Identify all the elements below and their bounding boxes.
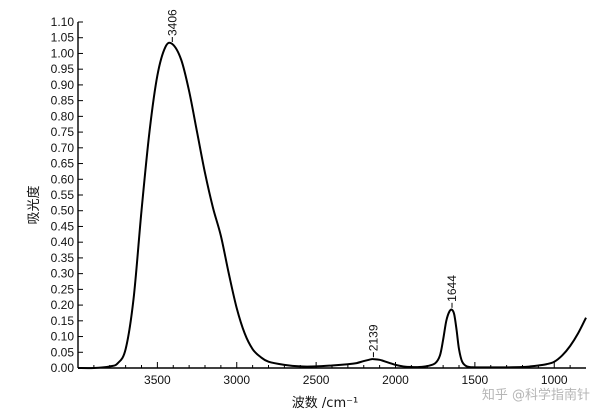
y-tick-label: 1.00 (51, 46, 75, 60)
y-tick-label: 0.75 (51, 125, 75, 139)
y-tick-label: 0.70 (51, 141, 75, 155)
y-tick-label: 0.80 (51, 109, 75, 123)
y-tick-label: 0.35 (51, 251, 75, 265)
y-axis-label: 吸光度 (26, 185, 42, 224)
y-tick-label: 0.15 (51, 314, 75, 328)
spectrum-line (77, 41, 587, 370)
y-tick-label: 0.85 (51, 94, 75, 108)
x-tick-label: 1500 (462, 373, 489, 387)
x-tick-label: 3000 (223, 373, 250, 387)
peak-label: 1644 (445, 275, 459, 302)
y-tick-label: 0.60 (51, 172, 75, 186)
x-tick-label: 2500 (303, 373, 330, 387)
x-axis-label: 波数 /cm⁻¹ (292, 396, 358, 411)
y-tick-label: 0.50 (51, 204, 75, 218)
y-tick-label: 0.95 (51, 62, 75, 76)
y-tick-label: 0.05 (51, 345, 75, 359)
y-tick-label: 0.10 (51, 330, 75, 344)
x-tick-label: 1000 (541, 373, 568, 387)
y-tick-label: 0.40 (51, 235, 75, 249)
y-tick-label: 0.90 (51, 78, 75, 92)
peak-annotations: 3406 2139 1644 (165, 9, 459, 358)
y-tick-label: 0.30 (51, 267, 75, 281)
y-tick-label: 0.25 (51, 282, 75, 296)
peak-label: 2139 (366, 324, 380, 351)
x-tick-label: 3500 (144, 373, 171, 387)
y-tick-label: 0.20 (51, 298, 75, 312)
y-tick-label: 0.55 (51, 188, 75, 202)
y-tick-label: 0.65 (51, 157, 75, 171)
peak-label: 3406 (165, 9, 179, 36)
y-tick-label: 1.05 (51, 31, 75, 45)
y-tick-label: 0.45 (51, 219, 75, 233)
x-tick-label: 2000 (382, 373, 409, 387)
y-tick-label: 0.00 (51, 361, 75, 375)
y-tick-label: 1.10 (51, 15, 75, 29)
watermark: 知乎 @科学指南针 (482, 387, 590, 403)
x-axis-ticks: 3500 3000 2500 2000 1500 1000 (77, 362, 571, 387)
y-axis-ticks: 0.00 0.050.10 0.15 0.20 0.250.30 0.35 0.40 0.45… (51, 15, 83, 375)
